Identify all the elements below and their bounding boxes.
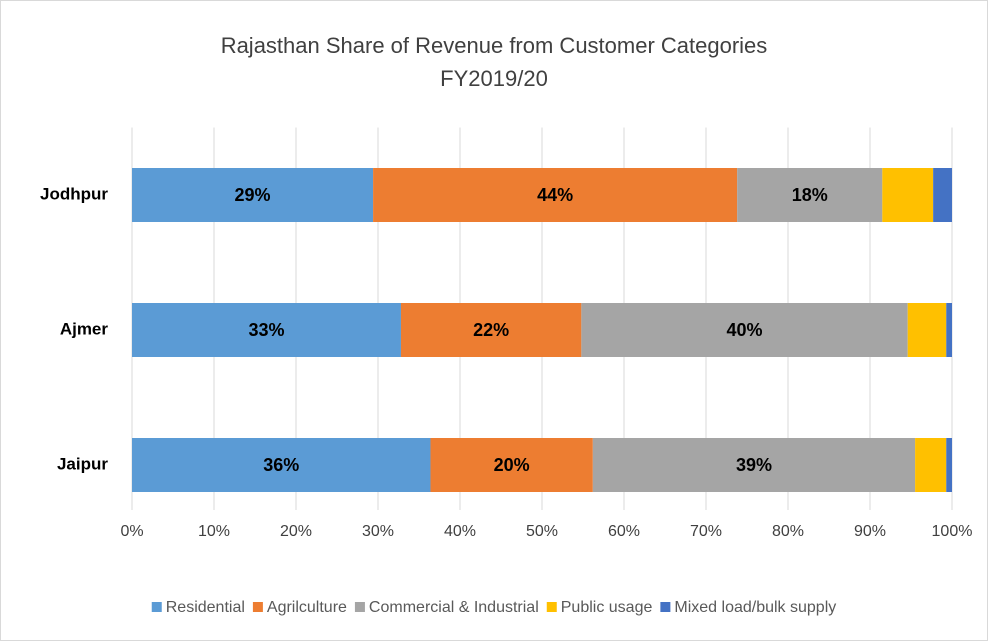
legend-label: Public usage (561, 599, 653, 616)
x-tick-label: 30% (362, 523, 394, 540)
data-label: 33% (248, 320, 284, 340)
x-tick-label: 70% (690, 523, 722, 540)
bar-segment (400, 303, 582, 357)
x-tick-label: 10% (198, 523, 230, 540)
legend: Residential Agrilculture Commercial & Indu… (151, 599, 836, 616)
bar-segment (132, 168, 374, 222)
x-tick-label: 60% (608, 523, 640, 540)
bar-segment (946, 303, 952, 357)
legend-swatch (252, 602, 263, 612)
x-tick-label: 90% (854, 523, 886, 540)
data-label: 22% (473, 320, 509, 340)
bar-segment (933, 168, 952, 222)
data-label: 36% (263, 455, 299, 475)
data-label: 20% (494, 455, 530, 475)
legend-label: Residential (166, 599, 245, 616)
x-tick-label: 100% (932, 523, 973, 540)
y-tick-label: Ajmer (60, 319, 109, 338)
chart-title: FY2019/20 (440, 66, 548, 91)
x-tick-label: 20% (280, 523, 312, 540)
bar-segment (907, 303, 947, 357)
legend-label: Mixed load/bulk supply (674, 599, 836, 616)
legend-label: Agrilculture (267, 599, 347, 616)
bar-segment (592, 438, 916, 492)
bar-segment (882, 168, 934, 222)
y-tick-label: Jaipur (57, 454, 108, 473)
data-label: 40% (727, 320, 763, 340)
data-label: 29% (235, 185, 271, 205)
bar-segment (946, 438, 952, 492)
chart-title: Rajasthan Share of Revenue from Customer… (221, 33, 768, 58)
legend-label: Commercial & Industrial (369, 599, 539, 616)
bar-segment (132, 438, 431, 492)
x-tick-label: 40% (444, 523, 476, 540)
x-tick-label: 50% (526, 523, 558, 540)
legend-swatch (151, 602, 162, 612)
data-label: 18% (792, 185, 828, 205)
data-label: 44% (537, 185, 573, 205)
bar-segment (430, 438, 593, 492)
bar-segment (373, 168, 738, 222)
legend-swatch (546, 602, 557, 612)
x-tick-label: 0% (120, 523, 143, 540)
bar-segment (132, 303, 401, 357)
legend-swatch (660, 602, 671, 612)
data-label: 39% (736, 455, 772, 475)
y-tick-label: Jodhpur (40, 184, 108, 203)
bar-segment (915, 438, 947, 492)
legend-swatch (354, 602, 365, 612)
x-tick-label: 80% (772, 523, 804, 540)
bar-segment (581, 303, 908, 357)
bar-segment (737, 168, 883, 222)
